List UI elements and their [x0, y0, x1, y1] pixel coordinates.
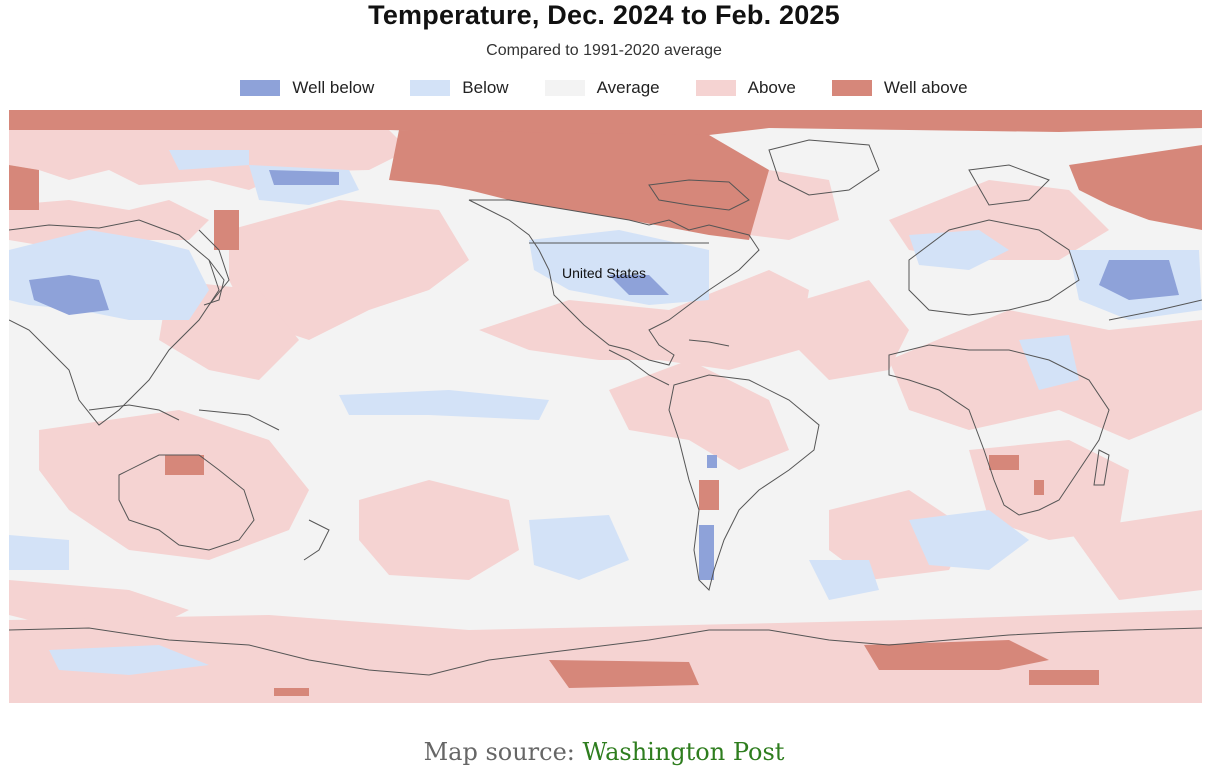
legend-swatch-above [695, 80, 736, 96]
legend-item-above: Above [695, 78, 796, 98]
legend-item-well-above: Well above [831, 78, 968, 98]
legend-label: Well below [292, 78, 375, 97]
source-prefix: Map source: [423, 738, 583, 766]
legend-swatch-below [410, 80, 451, 96]
well-above-regions [9, 110, 1202, 696]
legend: Well below Below Average Above Well abov… [0, 78, 1208, 98]
coastlines [9, 139, 1202, 676]
legend-label: Well above [883, 78, 968, 97]
map-title: Temperature, Dec. 2024 to Feb. 2025 [368, 0, 840, 30]
legend-label: Below [462, 78, 509, 97]
world-temperature-map: United States [9, 110, 1202, 703]
legend-item-below: Below [410, 78, 509, 98]
source-link[interactable]: Washington Post [582, 738, 785, 766]
legend-label: Average [596, 78, 660, 97]
legend-swatch-well-above [831, 80, 872, 96]
map-source: Map source: Washington Post [0, 738, 1208, 766]
legend-swatch-well-below [240, 80, 281, 96]
legend-item-average: Average [544, 78, 660, 98]
country-label-united-states: United States [562, 265, 646, 281]
legend-swatch-average [544, 80, 585, 96]
legend-item-well-below: Well below [240, 78, 374, 98]
legend-label: Above [747, 78, 796, 97]
map-subtitle: Compared to 1991-2020 average [486, 42, 722, 59]
map-svg: United States [9, 110, 1202, 703]
well-below-regions [29, 170, 1179, 580]
